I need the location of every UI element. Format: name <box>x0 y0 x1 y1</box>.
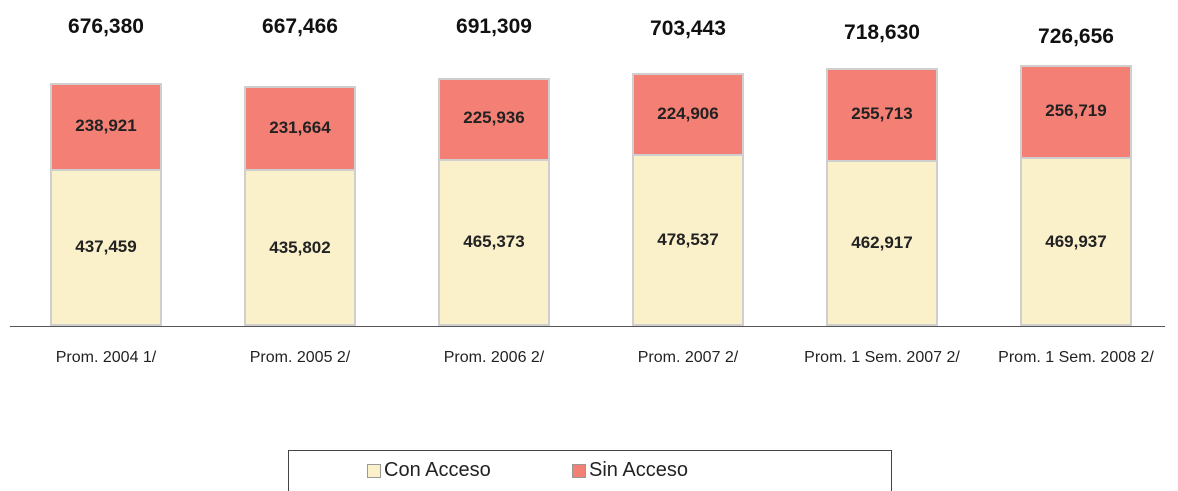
bar-segment <box>826 67 938 162</box>
bar-segment <box>50 83 162 171</box>
total-label: 667,466 <box>262 15 338 38</box>
data-label: 255,713 <box>851 103 913 123</box>
bar-segment <box>244 169 356 326</box>
data-label: 224,906 <box>657 103 719 123</box>
bar-segment <box>50 168 162 326</box>
legend: Con Acceso Sin Acceso <box>288 450 892 491</box>
data-label: 437,459 <box>75 237 137 257</box>
bar-segment <box>1020 65 1132 160</box>
total-label: 726,656 <box>1038 25 1114 48</box>
bar-segment <box>632 154 744 326</box>
legend-item: Con Acceso <box>367 459 491 482</box>
data-label: 469,937 <box>1045 231 1107 251</box>
legend-swatch <box>572 463 586 478</box>
data-label: 238,921 <box>75 115 137 135</box>
total-label: 718,630 <box>844 21 920 44</box>
bar-segment <box>244 86 356 172</box>
x-tick-label: Prom. 2004 1/ <box>55 349 157 366</box>
total-label: 676,380 <box>68 15 144 38</box>
data-label: 462,917 <box>851 232 913 252</box>
bar-segment <box>632 73 744 157</box>
x-tick-label: Prom. 2005 2/ <box>249 349 351 366</box>
x-tick-label: Prom. 2006 2/ <box>443 349 545 366</box>
data-label: 225,936 <box>463 108 525 128</box>
data-label: 435,802 <box>269 237 331 257</box>
x-tick-label: Prom. 1 Sem. 2007 2/ <box>804 349 960 366</box>
total-label: 691,309 <box>456 15 532 38</box>
legend-item: Sin Acceso <box>572 459 688 482</box>
data-label: 256,719 <box>1045 101 1107 121</box>
data-label: 231,664 <box>269 117 331 137</box>
x-tick-label: Prom. 1 Sem. 2008 2/ <box>998 349 1154 366</box>
legend-label: Sin Acceso <box>589 459 688 481</box>
bar-segment <box>438 77 550 161</box>
baseline <box>10 326 1165 327</box>
x-tick-label: Prom. 2007 2/ <box>637 349 739 366</box>
legend-label: Con Acceso <box>384 459 491 481</box>
legend-swatch <box>367 463 381 478</box>
total-label: 703,443 <box>650 17 726 40</box>
data-label: 465,373 <box>463 232 525 252</box>
bar-segment <box>1020 157 1132 326</box>
data-label: 478,537 <box>657 230 719 250</box>
bar-segment <box>438 158 550 326</box>
